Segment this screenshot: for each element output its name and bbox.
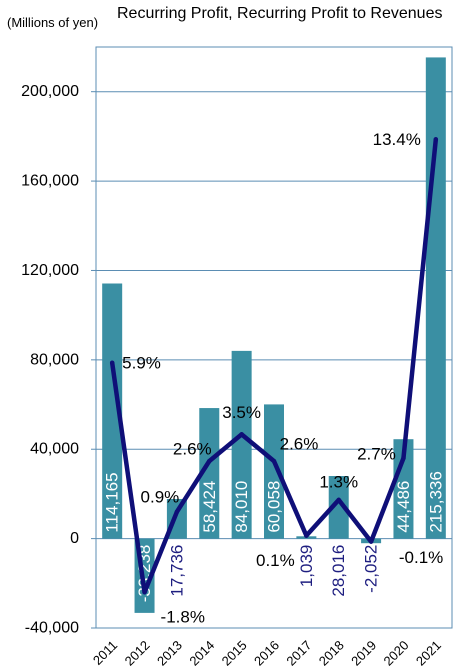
line-point-2013 <box>174 509 180 514</box>
bar-value-label: 58,424 <box>200 481 219 533</box>
plot-area-border <box>95 46 453 629</box>
line-point-2014 <box>207 458 212 464</box>
bar-2020 <box>393 439 414 539</box>
bar-2015 <box>231 350 252 539</box>
y-tick-label: 0 <box>70 530 79 547</box>
bar-value-label: 17,736 <box>167 545 186 597</box>
x-tick-label: 2021 <box>413 638 444 669</box>
ratio-value-label: 0.9% <box>141 487 180 506</box>
x-tick-label: 2018 <box>316 638 347 669</box>
bar-value-label: -2,052 <box>362 545 381 593</box>
bar-value-label: 1,039 <box>297 545 316 588</box>
x-tick-label: 2012 <box>122 638 153 669</box>
line-point-2016 <box>271 458 277 464</box>
bar-value-label: 44,486 <box>394 481 413 533</box>
line-point-2021 <box>433 137 439 142</box>
y-tick-label: 200,000 <box>21 83 79 100</box>
bar-value-label: 28,016 <box>329 545 348 597</box>
ratio-value-label: -1.8% <box>161 608 205 627</box>
y-tick-label: 120,000 <box>21 262 79 279</box>
line-point-2019 <box>368 539 374 544</box>
x-tick-label: 2013 <box>154 638 185 669</box>
plot-frame <box>95 46 453 629</box>
line-point-2015 <box>239 432 244 437</box>
bar-2014 <box>199 408 220 539</box>
bar-value-label: 60,058 <box>265 481 284 533</box>
y-tick-label: 160,000 <box>21 173 79 190</box>
ratio-value-label: 3.5% <box>222 403 261 422</box>
x-tick-label: 2016 <box>251 638 282 669</box>
ratio-value-label: 5.9% <box>122 353 161 372</box>
y-tick-label: -40,000 <box>25 620 79 637</box>
x-tick-label: 2017 <box>283 638 314 669</box>
bar-2011 <box>102 283 123 539</box>
x-tick-label: 2019 <box>348 638 379 669</box>
ratio-value-label: 0.1% <box>256 551 295 570</box>
bar-2021 <box>425 57 446 539</box>
x-tick-label: 2011 <box>90 638 120 668</box>
ratio-line-series <box>109 137 439 595</box>
line-point-2018 <box>336 497 341 503</box>
ratio-value-label: 13.4% <box>373 130 421 149</box>
ratio-value-label: 2.6% <box>280 435 319 454</box>
x-tick-label: 2015 <box>219 638 250 669</box>
chart-title: Recurring Profit, Recurring Profit to Re… <box>117 5 442 22</box>
line-point-2011 <box>109 360 115 366</box>
ratio-value-label: 2.6% <box>173 440 212 459</box>
line-point-2017 <box>304 533 309 538</box>
unit-label: (Millions of yen) <box>7 15 98 30</box>
x-tick-label: 2014 <box>186 638 217 669</box>
line-point-2020 <box>401 455 406 461</box>
bar-2018 <box>328 476 349 539</box>
ratio-value-label: 2.7% <box>357 445 396 464</box>
y-axis: -40,000 0 40,000 80,000 120,000 160,000 200,00… <box>21 83 96 637</box>
line-point-2012 <box>142 590 147 595</box>
x-axis: 2011 2012 2013 2014 2015 2016 2017 2018 2019 2020… <box>90 638 444 669</box>
y-tick-label: 40,000 <box>30 441 79 458</box>
bar-2016 <box>264 404 284 539</box>
ratio-value-labels: 5.9% -1.8% 0.9% 2.6% 3.5% 2.6% 0.1% 1.3% -0.1% 2.… <box>122 130 443 627</box>
bar-value-label: 215,336 <box>426 471 445 532</box>
ratio-value-label: -0.1% <box>399 548 443 567</box>
bar-value-label: 114,165 <box>103 472 122 532</box>
y-tick-label: 80,000 <box>30 351 79 368</box>
x-tick-label: 2020 <box>381 638 412 669</box>
ratio-value-label: 1.3% <box>319 472 358 491</box>
bar-value-label: 84,010 <box>232 481 251 533</box>
